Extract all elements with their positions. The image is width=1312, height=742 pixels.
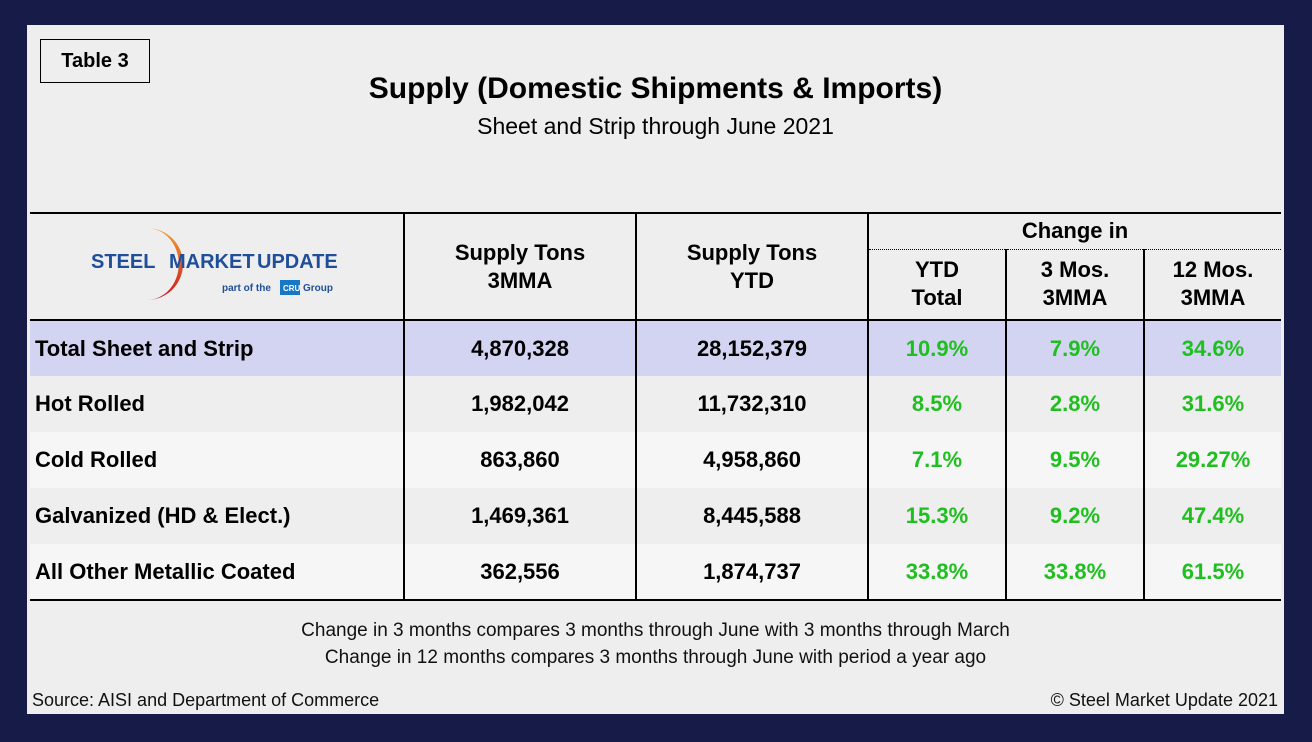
svg-text:STEEL: STEEL xyxy=(91,251,155,273)
table-title: Supply (Domestic Shipments & Imports) xyxy=(368,72,943,105)
copyright-note: © Steel Market Update 2021 xyxy=(1050,690,1278,710)
svg-text:part of the: part of the xyxy=(222,283,271,294)
table-row: Galvanized (HD & Elect.) 1,469,361 8,445,5… xyxy=(30,488,1281,544)
supply-ytd-cell: 11,732,310 xyxy=(635,376,868,432)
row-name: Total Sheet and Strip xyxy=(30,320,404,376)
header-supply-ytd: Supply Tons YTD xyxy=(635,212,868,321)
source-note: Source: AISI and Department of Commerce xyxy=(32,690,380,710)
header-3-mos: 3 Mos. 3MMA xyxy=(1005,249,1144,321)
change-ytd-cell: 33.8% xyxy=(867,544,1006,601)
change-3mos-cell: 9.5% xyxy=(1005,432,1144,488)
change-12mos-cell: 61.5% xyxy=(1143,544,1281,601)
row-name: All Other Metallic Coated xyxy=(30,544,404,601)
change-12mos-cell: 29.27% xyxy=(1143,432,1281,488)
change-12mos-cell: 34.6% xyxy=(1143,320,1281,376)
supply-3mma-cell: 1,982,042 xyxy=(403,376,636,432)
supply-ytd-cell: 28,152,379 xyxy=(635,320,868,376)
change-ytd-cell: 8.5% xyxy=(867,376,1006,432)
change-12mos-cell: 31.6% xyxy=(1143,376,1281,432)
table-subtitle: Sheet and Strip through June 2021 xyxy=(477,113,834,139)
row-name: Hot Rolled xyxy=(30,376,404,432)
supply-3mma-cell: 362,556 xyxy=(403,544,636,601)
change-3mos-cell: 7.9% xyxy=(1005,320,1144,376)
table-row: Total Sheet and Strip 4,870,328 28,152,379… xyxy=(30,320,1281,376)
supply-3mma-cell: 863,860 xyxy=(403,432,636,488)
supply-3mma-cell: 4,870,328 xyxy=(403,320,636,376)
change-ytd-cell: 10.9% xyxy=(867,320,1006,376)
svg-text:UPDATE: UPDATE xyxy=(257,251,338,273)
steel-market-update-logo: STEEL MARKET UPDATE part of the CRU Grou… xyxy=(91,227,338,300)
change-ytd-cell: 7.1% xyxy=(867,432,1006,488)
change-3mos-cell: 2.8% xyxy=(1005,376,1144,432)
header-change-in: Change in xyxy=(867,212,1281,250)
supply-ytd-cell: 1,874,737 xyxy=(635,544,868,601)
header-supply-3mma: Supply Tons 3MMA xyxy=(403,212,636,321)
table-row: Hot Rolled 1,982,042 11,732,310 8.5% 2.8% 31.… xyxy=(30,376,1281,432)
table-panel: Table 3 Supply (Domestic Shipments & Imp… xyxy=(27,25,1284,714)
footnote-12-months: Change in 12 months compares 3 months th… xyxy=(324,647,987,668)
change-ytd-cell: 15.3% xyxy=(867,488,1006,544)
table-row: Cold Rolled 863,860 4,958,860 7.1% 9.5% 29.27… xyxy=(30,432,1281,488)
footnote-3-months: Change in 3 months compares 3 months thr… xyxy=(301,620,1010,641)
change-3mos-cell: 9.2% xyxy=(1005,488,1144,544)
change-3mos-cell: 33.8% xyxy=(1005,544,1144,601)
table-label: Table 3 xyxy=(40,39,150,83)
header-12-mos: 12 Mos. 3MMA xyxy=(1143,249,1281,321)
row-name: Cold Rolled xyxy=(30,432,404,488)
supply-ytd-cell: 4,958,860 xyxy=(635,432,868,488)
table-row: All Other Metallic Coated 362,556 1,874,73… xyxy=(30,544,1281,601)
change-12mos-cell: 47.4% xyxy=(1143,488,1281,544)
supply-table: STEEL MARKET UPDATE part of the CRU Grou… xyxy=(30,212,1281,601)
logo-cell: STEEL MARKET UPDATE part of the CRU Grou… xyxy=(30,212,404,321)
supply-3mma-cell: 1,469,361 xyxy=(403,488,636,544)
svg-text:CRU: CRU xyxy=(283,284,301,293)
supply-ytd-cell: 8,445,588 xyxy=(635,488,868,544)
row-name: Galvanized (HD & Elect.) xyxy=(30,488,404,544)
header-ytd-total: YTD Total xyxy=(867,249,1006,321)
svg-text:MARKET: MARKET xyxy=(169,251,255,273)
svg-text:Group: Group xyxy=(303,283,333,294)
